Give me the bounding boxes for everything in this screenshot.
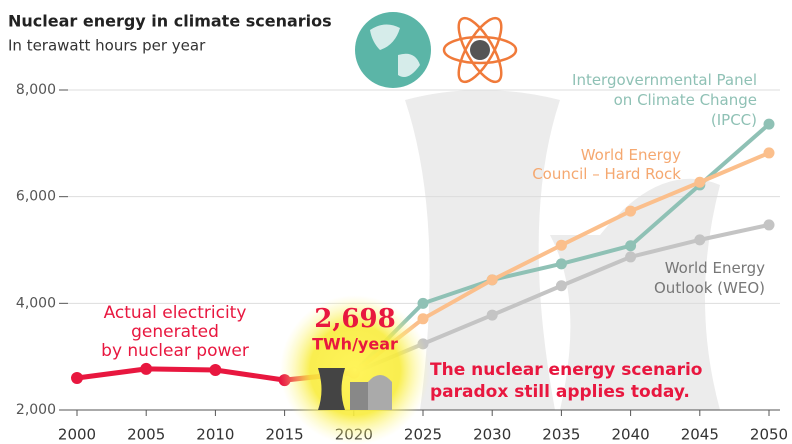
plant-icon — [318, 368, 392, 410]
x-tick-label: 2040 — [612, 426, 650, 444]
x-tick-label: 2005 — [127, 426, 165, 444]
data-point — [209, 364, 222, 376]
highlight-unit: TWh/year — [312, 335, 398, 354]
data-point — [417, 313, 429, 325]
data-point — [694, 234, 706, 246]
glow — [280, 295, 430, 444]
chart-subtitle: In terawatt hours per year — [8, 37, 206, 55]
x-tick-label: 2035 — [542, 426, 580, 444]
y-tick-label: 8,000 — [16, 82, 56, 98]
x-tick-label: 2050 — [750, 426, 788, 444]
data-point — [763, 219, 775, 231]
annotation: The nuclear energy scenario paradox still… — [430, 360, 702, 402]
data-point — [625, 251, 637, 263]
x-tick-label: 2045 — [681, 426, 719, 444]
data-point — [763, 118, 775, 130]
y-tick-label: 2,000 — [16, 402, 56, 418]
data-point — [555, 239, 567, 251]
data-point — [694, 176, 706, 188]
series-label: World Energy Outlook (WEO) — [654, 259, 765, 297]
background-towers — [405, 90, 720, 410]
atom-icon — [442, 16, 518, 84]
data-point — [555, 280, 567, 292]
x-tick-label: 2000 — [58, 426, 96, 444]
data-point — [763, 147, 775, 159]
data-point — [486, 309, 498, 321]
data-point — [625, 205, 637, 217]
data-point — [625, 240, 637, 252]
highlight-value: 2,698 — [314, 304, 395, 334]
y-tick-label: 4,000 — [16, 295, 56, 311]
x-tick-label: 2030 — [473, 426, 511, 444]
series-label: World Energy Council – Hard Rock — [532, 146, 681, 183]
chart-title: Nuclear energy in climate scenarios — [8, 12, 332, 31]
data-point — [555, 258, 567, 270]
globe-icon — [355, 12, 431, 88]
data-point — [417, 297, 429, 309]
series-label: Intergovernmental Panel on Climate Change… — [572, 71, 757, 129]
y-tick-label: 6,000 — [16, 189, 56, 205]
data-point — [140, 362, 153, 375]
data-point — [486, 274, 498, 286]
x-tick-label: 2015 — [266, 426, 304, 444]
x-tick-label: 2010 — [196, 426, 234, 444]
data-point — [71, 372, 83, 384]
series-label: Actual electricity generated by nuclear po… — [101, 303, 249, 361]
x-tick-label: 2025 — [404, 426, 442, 444]
